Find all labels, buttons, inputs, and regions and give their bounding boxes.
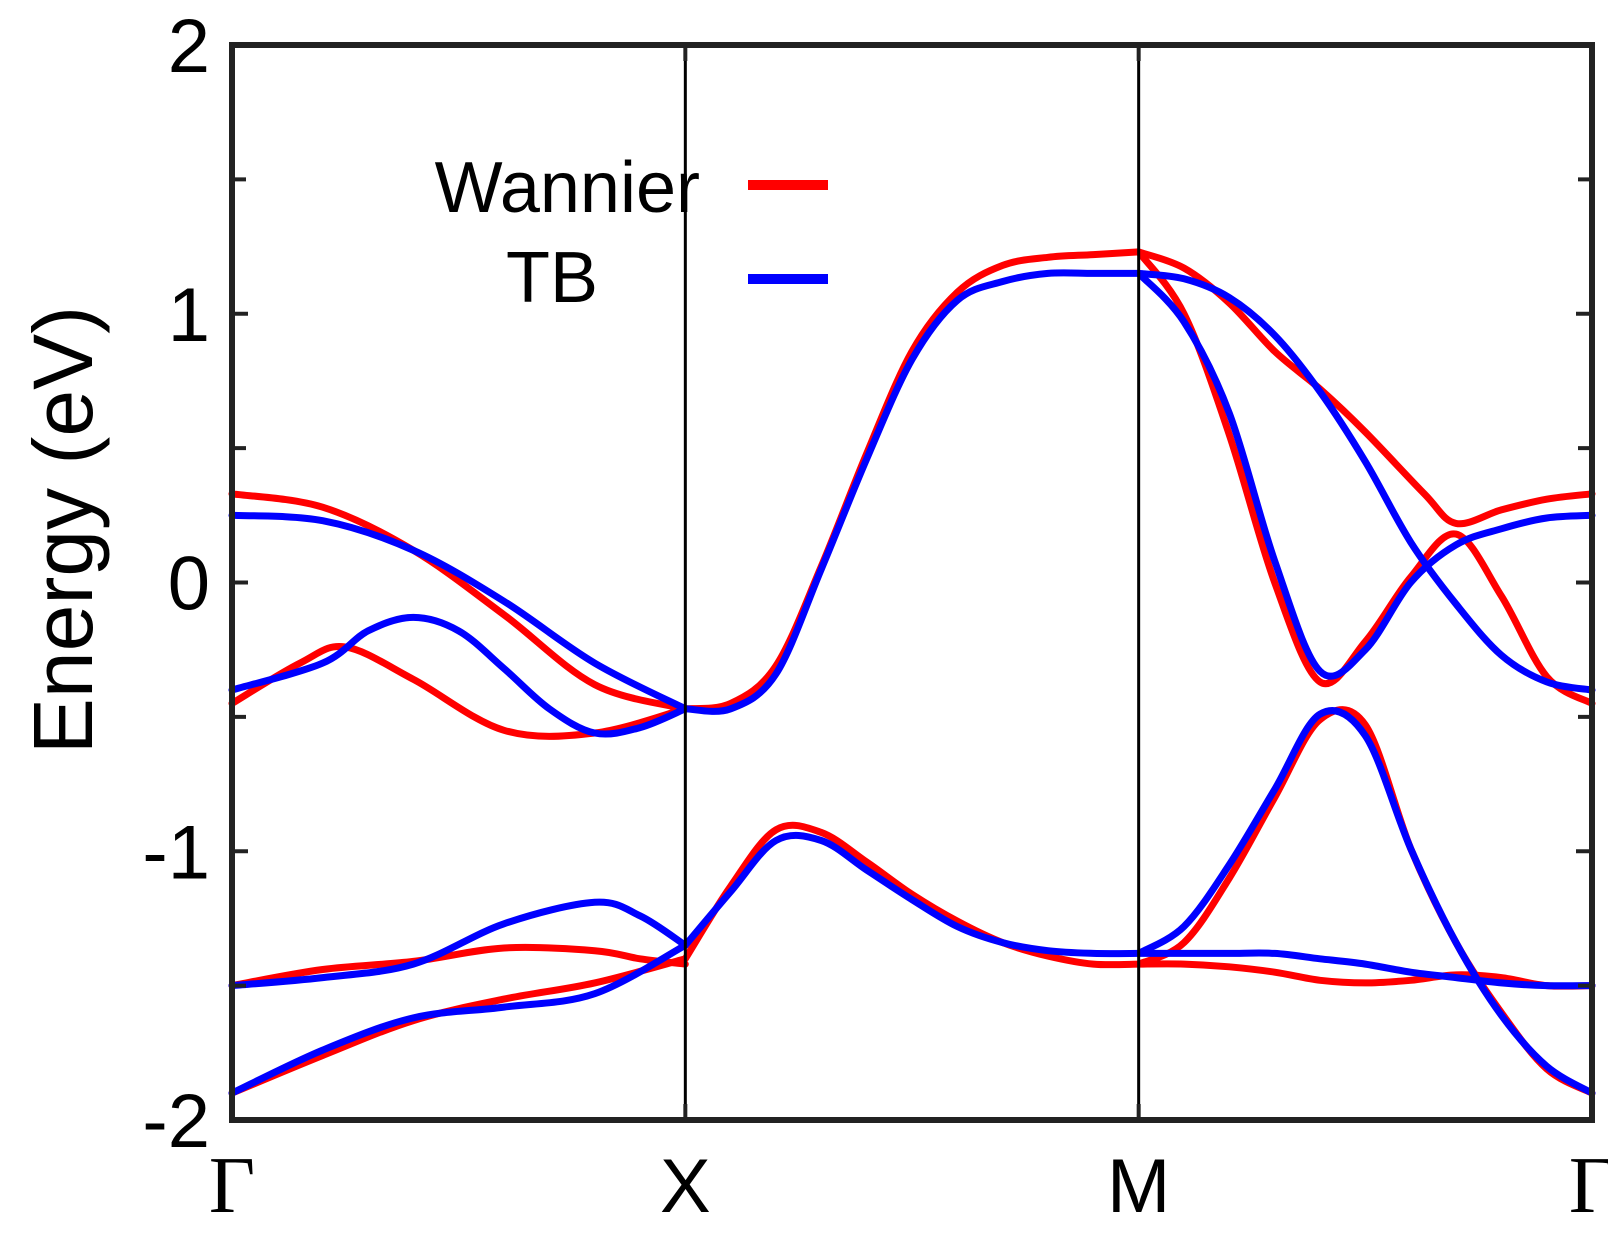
band-line-wannier-9	[1135, 960, 1596, 990]
band-line-wannier-3	[681, 248, 1143, 713]
x-tick-label: M	[1107, 1144, 1170, 1229]
band-line-tb-3	[681, 269, 1143, 715]
legend: Wannier TB	[435, 148, 828, 318]
band-line-tb-9	[1135, 949, 1596, 990]
y-tick-label: -1	[142, 810, 210, 895]
band-line-tb-5	[1135, 269, 1596, 680]
band-line-wannier-1	[228, 490, 689, 713]
band-line-tb-8	[681, 831, 1143, 958]
legend-label-wannier: Wannier	[435, 148, 700, 228]
band-line-wannier-8	[681, 821, 1143, 969]
band-line-tb-7	[228, 941, 689, 1097]
y-tick-label: 1	[168, 273, 210, 358]
x-tick-label: Γ	[1569, 1142, 1608, 1230]
band-line-wannier-5	[1135, 248, 1596, 707]
y-tick-label: -2	[142, 1079, 210, 1164]
x-tick-label: Γ	[209, 1142, 255, 1230]
y-axis-title: Energy (eV)	[16, 306, 110, 754]
bands-layer	[228, 248, 1596, 1097]
band-line-tb-4	[1135, 269, 1596, 694]
y-tick-label: 0	[168, 542, 210, 627]
high-symmetry-lines	[683, 45, 1141, 1120]
band-line-tb-2	[228, 613, 689, 738]
band-line-wannier-4	[1135, 248, 1596, 528]
x-tick-label: X	[660, 1144, 711, 1229]
band-line-tb-1	[228, 511, 689, 713]
legend-label-tb: TB	[506, 238, 598, 318]
y-tick-label: 2	[168, 4, 210, 89]
band-line-tb-10	[1135, 707, 1596, 1097]
band-line-tb-6	[228, 898, 689, 990]
ticks-layer: 210-1-2Γ X M Γ	[142, 4, 1608, 1230]
band-line-wannier-6	[228, 943, 689, 990]
